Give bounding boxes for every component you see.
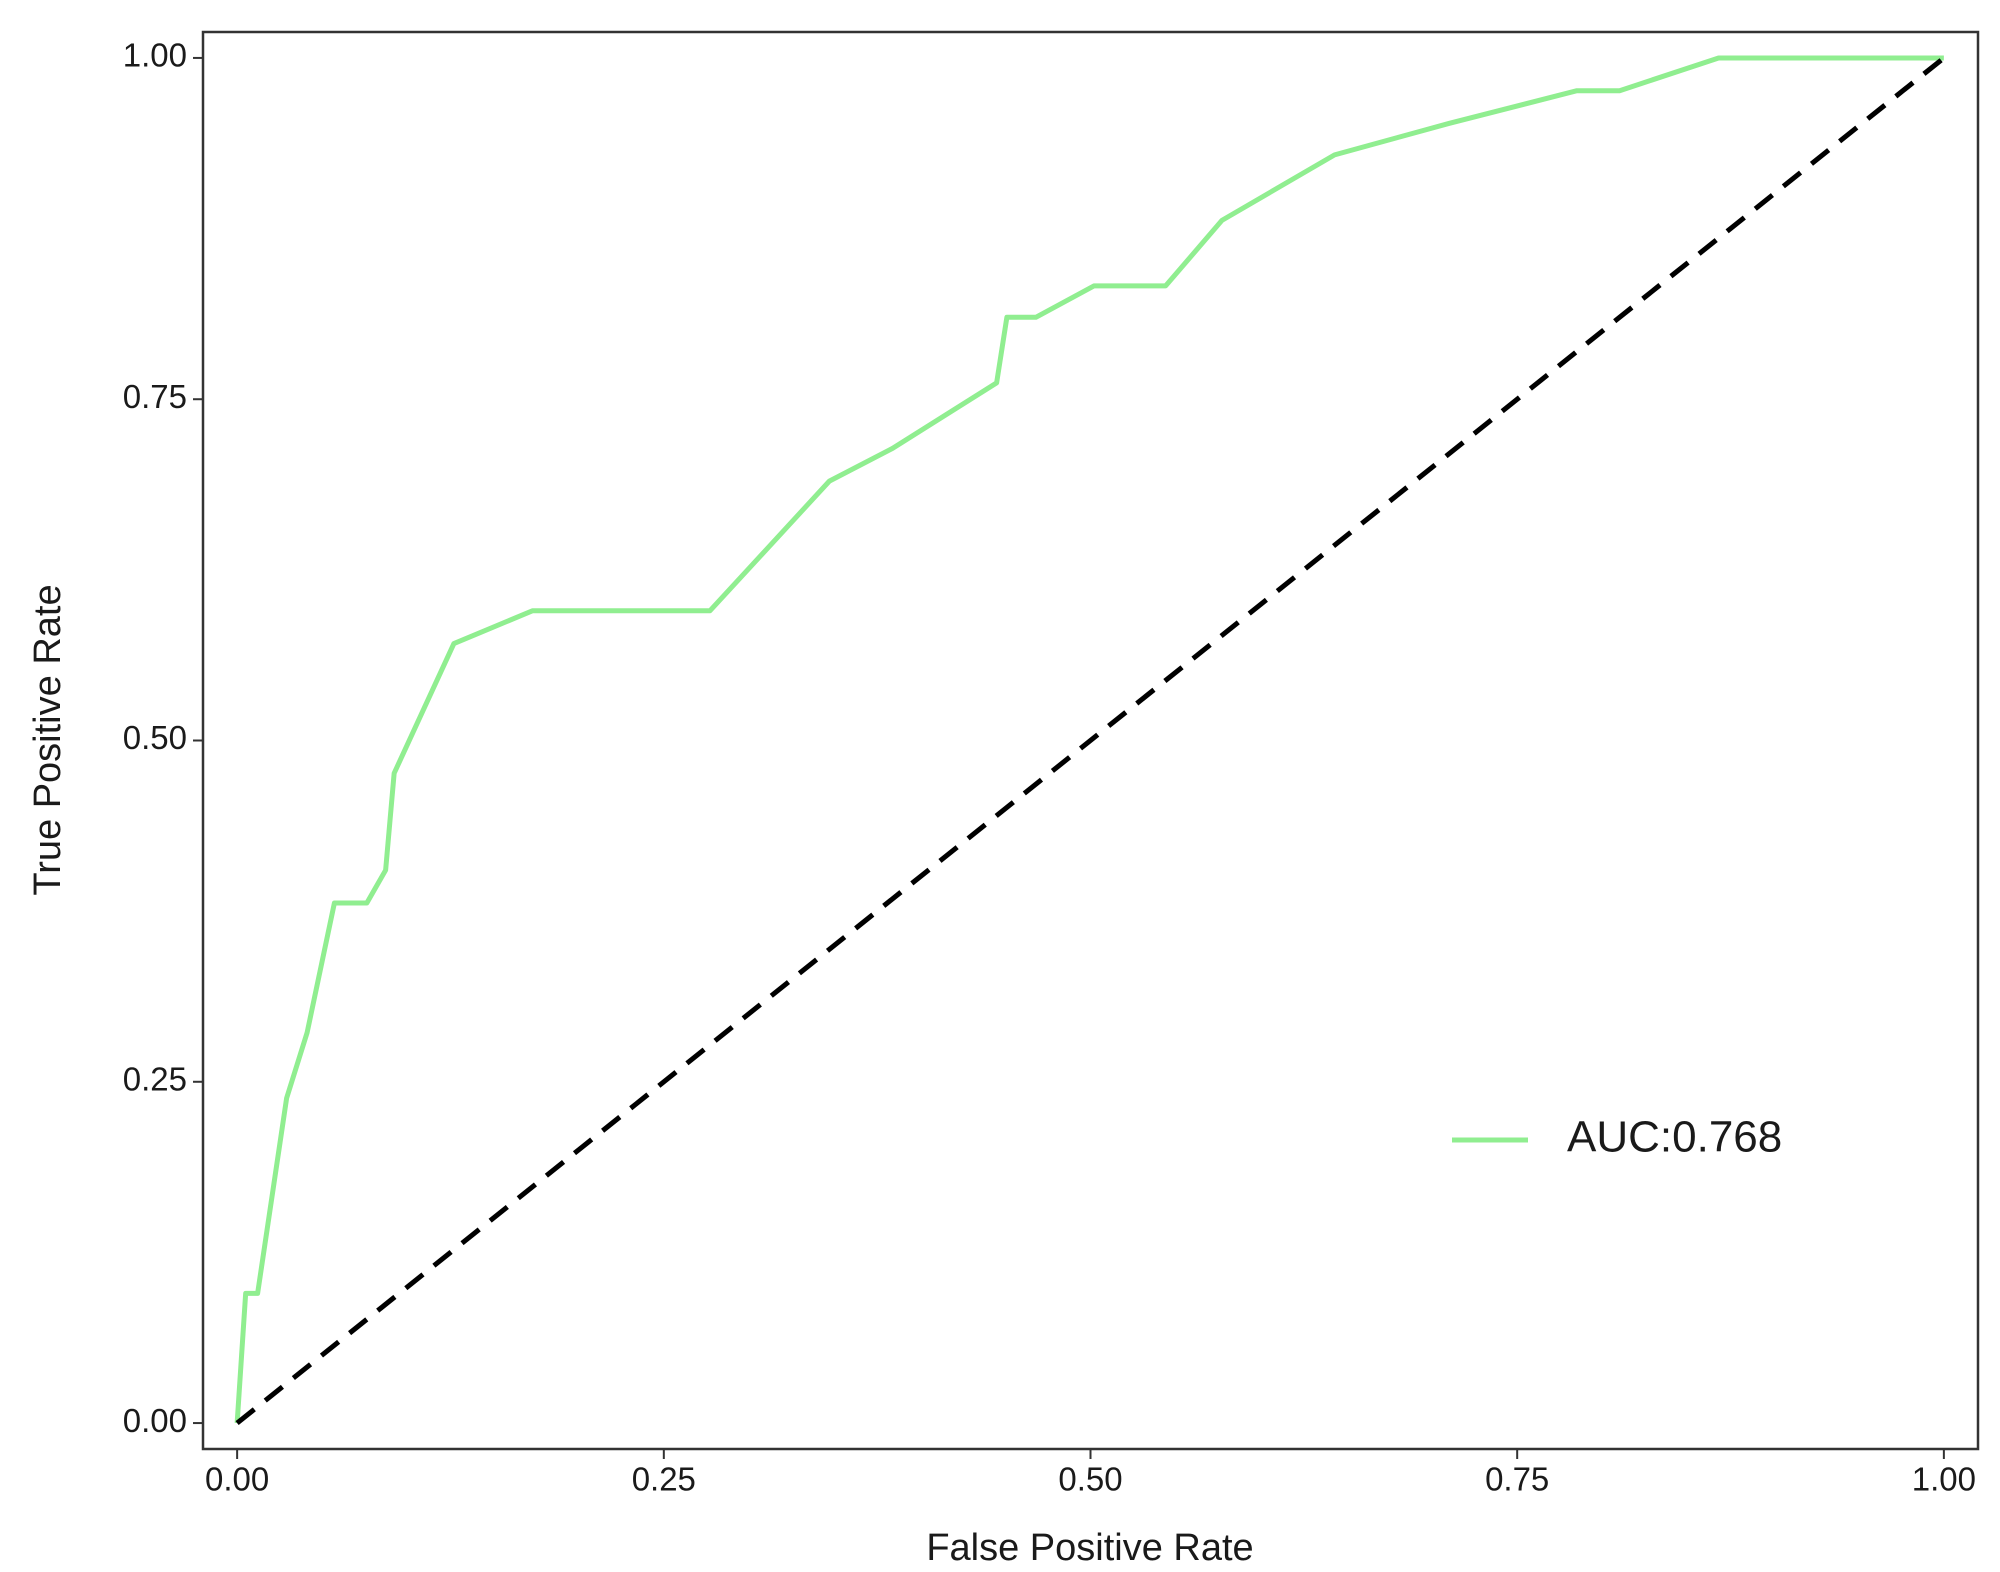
y-tick-label: 1.00 bbox=[123, 37, 187, 74]
x-tick-label: 1.00 bbox=[1912, 1461, 1976, 1498]
x-tick-label: 0.50 bbox=[1058, 1461, 1122, 1498]
y-tick-label: 0.50 bbox=[123, 719, 187, 756]
y-axis-title: True Positive Rate bbox=[27, 584, 69, 895]
legend-label: AUC:0.768 bbox=[1567, 1113, 1782, 1162]
y-tick-label: 0.25 bbox=[123, 1061, 187, 1098]
y-tick-label: 0.75 bbox=[123, 378, 187, 415]
x-tick-label: 0.00 bbox=[205, 1461, 269, 1498]
plot-border bbox=[201, 30, 1980, 1451]
reference-diagonal bbox=[235, 55, 1946, 1426]
y-tick-label: 0.00 bbox=[123, 1402, 187, 1439]
x-axis-title: False Positive Rate bbox=[926, 1527, 1253, 1569]
roc-line bbox=[234, 55, 1944, 1424]
x-tick-label: 0.25 bbox=[632, 1461, 696, 1498]
x-tick-label: 0.75 bbox=[1485, 1461, 1549, 1498]
